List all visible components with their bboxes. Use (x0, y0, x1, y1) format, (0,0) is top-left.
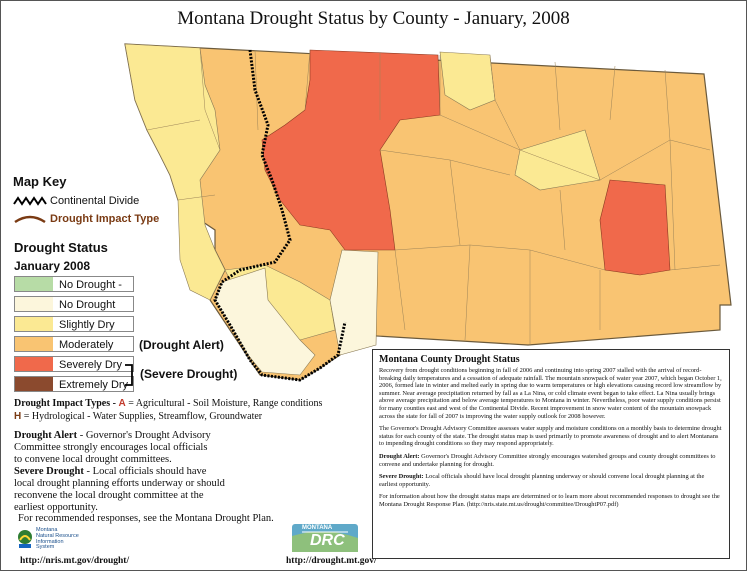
county-severely-dry-east (599, 179, 671, 276)
nris-logo: Montana Natural Resource Information Sys… (16, 527, 106, 554)
county-slightly-dry-north (439, 51, 496, 111)
nris-logo-line3: Information (36, 538, 64, 545)
legend-extremely-dry: Extremely Dry (14, 376, 134, 392)
info-paragraph-4: Severe Drought: Local officials should h… (379, 473, 723, 488)
impact-types-heading: Drought Impact Types - (14, 398, 116, 409)
county-no-drought-southwest (214, 267, 316, 376)
continental-divide-label: Continental Divide (50, 195, 140, 207)
nris-logo-line4: System (36, 544, 55, 551)
impact-types-a: Drought Impact Types - A = Agricultural … (14, 398, 322, 410)
info-paragraph-2: The Governor's Drought Advisory Committe… (379, 425, 722, 448)
nris-logo-icon (18, 530, 32, 548)
info-box-title: Montana County Drought Status (379, 354, 520, 365)
legend-slightly-dry: Slightly Dry (14, 316, 134, 332)
impact-a-text: = Agricultural - Soil Moisture, Range co… (128, 398, 323, 409)
drc-logo-top: MONTANA (302, 525, 333, 531)
info-p4-text: Local officials should have local drough… (379, 473, 705, 488)
alert-def-text: - Governor's Drought Advisory Committee … (14, 430, 211, 465)
nris-url-link[interactable]: http://nris.mt.gov/drought/ (20, 556, 130, 566)
info-p3-title: Drought Alert: (379, 452, 420, 460)
drought-status-heading: Drought Status (14, 240, 108, 255)
severe-drought-tag: (Severe Drought) (140, 367, 238, 381)
legend-label: No Drought (59, 299, 116, 311)
severe-bracket-icon (125, 364, 133, 386)
drc-logo-icon (292, 524, 358, 552)
legend-label: Extremely Dry (59, 379, 129, 391)
county-boundaries (146, 47, 721, 345)
impact-types-h: H = Hydrological - Water Supplies, Strea… (14, 411, 262, 423)
continental-divide-icon (13, 196, 47, 206)
county-severely-dry-central (261, 49, 441, 251)
drought-impact-type-icon (14, 215, 46, 224)
drc-logo: MONTANA DRC (292, 518, 358, 554)
severe-drought-definition: Severe Drought - Local officials should … (14, 466, 229, 514)
severe-def-title: Severe Drought (14, 466, 84, 477)
info-paragraph-3: Drought Alert: Governor's Drought Adviso… (379, 453, 723, 468)
legend-label: Slightly Dry (59, 319, 115, 331)
impact-h-text: = Hydrological - Water Supplies, Streamf… (23, 411, 263, 422)
drought-alert-definition: Drought Alert - Governor's Drought Advis… (14, 430, 214, 466)
county-no-drought-south (329, 249, 379, 356)
alert-def-title: Drought Alert (14, 430, 78, 441)
severe-def-text: - Local officials should have local drou… (14, 466, 225, 513)
legend-moderately-dry: Moderately Dry (14, 336, 134, 367)
nris-logo-line1: Montana (36, 527, 58, 533)
info-paragraph-5: For information about how the drought st… (379, 493, 720, 508)
county-slightly-dry-northwest (124, 43, 226, 301)
page-title: Montana Drought Status by County - Janua… (177, 8, 570, 29)
legend-no-drought-moist: No Drought - Moist (14, 276, 134, 307)
drc-logo-text: DRC (310, 532, 345, 549)
county-slightly-dry-central (514, 129, 601, 191)
info-paragraph-1: Recovery from drought conditions beginni… (379, 367, 722, 420)
impact-a-letter: A (118, 398, 126, 409)
drought-impact-type-label: Drought Impact Type (50, 213, 160, 225)
drought-status-date: January 2008 (14, 259, 91, 273)
legend-no-drought: No Drought (14, 296, 134, 312)
legend-severely-dry: Severely Dry (14, 356, 134, 372)
drought-alert-tag: (Drought Alert) (139, 338, 224, 352)
nris-logo-line2: Natural Resource (36, 532, 79, 539)
recommend-text: For recommended responses, see the Monta… (18, 513, 274, 524)
info-p4-title: Severe Drought: (379, 473, 424, 481)
impact-h-letter: H (14, 411, 22, 422)
drought-url-link[interactable]: http://drought.mt.gov/ (286, 556, 377, 566)
info-p3-text: Governor's Drought Advisory Committee st… (379, 452, 716, 468)
legend-label: Severely Dry (59, 359, 122, 371)
continental-divide-line (213, 49, 347, 382)
map-key-heading: Map Key (13, 174, 67, 189)
county-drought-status-info-box: Montana County Drought Status Recovery f… (372, 349, 730, 559)
